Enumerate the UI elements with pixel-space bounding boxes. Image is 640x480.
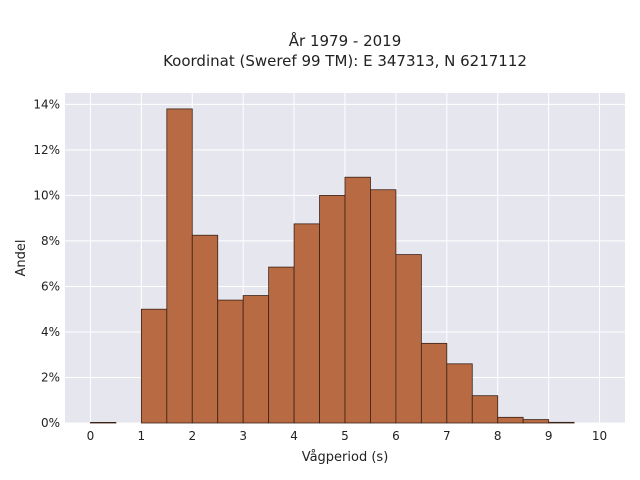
x-axis-label: Vågperiod (s) (302, 450, 389, 465)
x-tick-label: 10 (592, 429, 607, 443)
chart-title-line-1: År 1979 - 2019 (289, 31, 402, 50)
y-tick-label: 14% (33, 97, 60, 111)
y-tick-label: 4% (41, 325, 60, 339)
x-tick-label: 0 (87, 429, 95, 443)
x-tick-label: 5 (341, 429, 349, 443)
x-tick-label: 8 (494, 429, 502, 443)
histogram-bar (497, 416, 524, 424)
y-tick-label: 8% (41, 234, 60, 248)
histogram-bar (446, 363, 473, 424)
histogram-bar (319, 195, 346, 424)
y-tick-label: 0% (41, 416, 60, 430)
x-tick-label: 3 (239, 429, 247, 443)
histogram-bar (140, 308, 168, 424)
histogram-bar (293, 223, 320, 424)
y-tick-label: 12% (33, 143, 60, 157)
y-tick-label: 6% (41, 279, 60, 293)
x-tick-label: 6 (392, 429, 400, 443)
histogram-bar (217, 299, 244, 424)
histogram-bar (90, 421, 117, 424)
histogram-bar (166, 108, 193, 424)
x-tick-label: 7 (443, 429, 451, 443)
x-tick-label: 2 (188, 429, 196, 443)
histogram-bar (522, 419, 550, 424)
x-tick-label: 4 (290, 429, 298, 443)
ticks: 0 1 2 3 4 5 6 7 8 9 10 0% 2% 4% 6% 8% 10% 12% 14% (33, 97, 607, 443)
x-tick-label: 1 (138, 429, 146, 443)
y-axis-label: Andel (14, 240, 29, 277)
histogram-bar (395, 254, 422, 424)
histogram-bar (268, 266, 295, 424)
histogram-bar (548, 421, 575, 424)
bars (90, 108, 575, 424)
y-tick-label: 10% (33, 188, 60, 202)
histogram-bar (420, 342, 448, 424)
chart-title-line-2: Koordinat (Sweref 99 TM): E 347313, N 62… (163, 52, 527, 70)
y-tick-label: 2% (41, 370, 60, 384)
histogram-bar (370, 189, 397, 424)
histogram-bar (471, 395, 499, 424)
histogram-bar (344, 176, 371, 424)
histogram-bar (191, 234, 219, 424)
histogram-bar (242, 295, 270, 424)
x-tick-label: 9 (545, 429, 553, 443)
